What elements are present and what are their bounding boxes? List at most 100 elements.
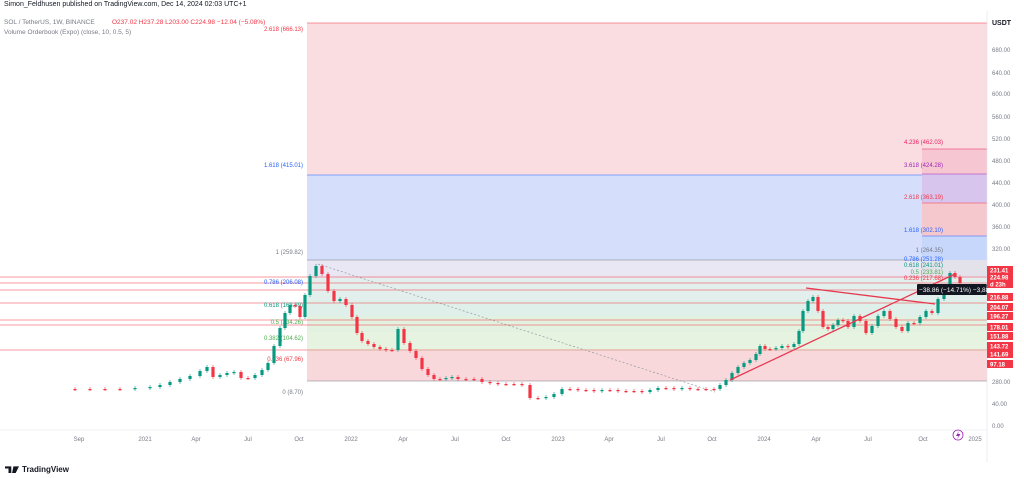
candle-body <box>680 388 684 390</box>
candle-body <box>414 351 418 358</box>
time-tick-label: Jul <box>451 437 459 443</box>
svg-text:224.98: 224.98 <box>990 276 1009 282</box>
candle-body <box>724 380 728 385</box>
price-tick-label: 320.00 <box>992 247 1011 253</box>
candle-body <box>742 363 746 367</box>
price-tick-label: 40.00 <box>992 402 1008 408</box>
candle-body <box>831 325 835 329</box>
candle-body <box>930 311 934 313</box>
candle-body <box>826 327 830 329</box>
candle-body <box>450 377 454 379</box>
fib-left-label: 2.618 (666.13) <box>264 27 303 33</box>
candle-body <box>774 348 778 350</box>
candle-body <box>906 323 910 331</box>
fib-right-label: 0.5 (233.81) <box>911 270 943 276</box>
candle-body <box>218 375 222 377</box>
candle-body <box>821 311 825 327</box>
fib-left-label: 0.382 (104.62) <box>264 336 303 342</box>
fib-right-label: 1.618 (302.10) <box>904 228 943 234</box>
time-tick-label: Oct <box>707 437 717 443</box>
svg-text:143.72: 143.72 <box>990 345 1009 351</box>
time-tick-label: Apr <box>604 437 613 443</box>
candle-body <box>520 384 524 386</box>
candle-body <box>332 291 336 301</box>
price-tag: 224.98 <box>987 273 1013 282</box>
price-tag: 97.18 <box>987 360 1013 369</box>
svg-text:196.27: 196.27 <box>990 315 1009 321</box>
fib-left-label: 0 (8.70) <box>282 390 303 396</box>
candle-body <box>712 389 716 391</box>
candle-body <box>396 329 400 350</box>
candle-body <box>600 390 604 392</box>
candle-body <box>253 375 257 378</box>
time-tick-label: Apr <box>398 437 407 443</box>
candle-body <box>894 319 898 327</box>
candle-body <box>390 350 394 352</box>
price-axis[interactable]: USDT 680.00 640.00 600.00 560.00 520.00 480.0… <box>986 11 1024 467</box>
candle-body <box>664 388 668 390</box>
candle-body <box>378 347 382 349</box>
price-tick-label: 560.00 <box>992 115 1011 121</box>
time-tick-label: Oct <box>501 437 511 443</box>
candle-body <box>504 384 508 386</box>
candle-body <box>402 329 406 343</box>
price-tick-label: 600.00 <box>992 92 1011 98</box>
fib-right-label: 1 (264.35) <box>916 248 943 254</box>
candle-body <box>225 373 229 375</box>
candle-body <box>288 305 292 313</box>
fib-right-label: 0.236 (217.68) <box>904 276 943 282</box>
candle-body <box>640 391 644 393</box>
price-tag: 231.41 <box>987 266 1013 275</box>
price-chart[interactable]: 2.618 (666.13) 1.618 (415.01) 1 (259.82) 0.… <box>0 11 1024 467</box>
candle-body <box>758 346 762 354</box>
candle-body <box>754 354 758 360</box>
candle-body <box>568 389 572 391</box>
candle-body <box>314 266 318 276</box>
candle-body <box>797 331 801 344</box>
lightning-icon[interactable] <box>952 429 964 441</box>
candle-body <box>624 391 628 393</box>
candle-body <box>936 299 940 313</box>
candle-body <box>420 358 424 369</box>
candle-body <box>608 390 612 392</box>
price-tick-label: 640.00 <box>992 71 1011 77</box>
candle-body <box>592 390 596 392</box>
candle-body <box>303 295 307 317</box>
price-tag: 216.88 <box>987 293 1013 302</box>
fib-zone-05 <box>307 316 987 332</box>
fib-right-label: 4.236 (462.03) <box>904 140 943 146</box>
candle-body <box>768 349 772 351</box>
candle-body <box>232 372 236 374</box>
measure-tool[interactable]: −38.86 (−14.71%) −3,88 <box>917 284 990 295</box>
tradingview-logo[interactable]: TradingView <box>5 465 69 474</box>
fib-right-label: 0.618 (241.01) <box>904 263 943 269</box>
svg-text:204.07: 204.07 <box>990 306 1009 312</box>
svg-text:231.41: 231.41 <box>990 269 1009 275</box>
fib-zone-1618 <box>307 175 987 260</box>
candle-body <box>456 377 460 379</box>
candle-body <box>912 323 916 325</box>
fib-zone-2618 <box>307 23 987 175</box>
time-axis[interactable]: Sep 2021 Apr Jul Oct 2022 Apr Jul Oct 2023 Apr Jul O… <box>0 429 987 443</box>
candle-body <box>260 370 264 375</box>
fib-right-labels: 4.236 (462.03) 3.618 (424.28) 2.618 (363.1… <box>904 140 943 282</box>
time-tick-label: Apr <box>811 437 820 443</box>
candle-body <box>696 389 700 391</box>
candle-body <box>792 344 796 347</box>
price-tick-label: 360.00 <box>992 225 1011 231</box>
price-tick-label: 280.00 <box>992 380 1011 386</box>
candle-body <box>958 277 962 283</box>
candle-body <box>811 297 815 301</box>
candle-body <box>536 398 540 400</box>
indicator-label: Volume Orderbook (Expo) (close, 10, 0.5,… <box>4 29 131 36</box>
price-tag: 196.27 <box>987 312 1013 321</box>
svg-text:d 23h: d 23h <box>990 283 1006 289</box>
svg-text:178.01: 178.01 <box>990 326 1009 332</box>
candle-body <box>688 388 692 390</box>
candle-body <box>672 388 676 390</box>
chart-legend: SOL / TetherUS, 1W, BINANCE O237.02 H237… <box>4 19 265 36</box>
candle-body <box>158 385 162 387</box>
candle-body <box>148 387 152 389</box>
price-tag: 141.69 <box>987 350 1013 359</box>
time-tick-label: 2021 <box>138 437 152 443</box>
